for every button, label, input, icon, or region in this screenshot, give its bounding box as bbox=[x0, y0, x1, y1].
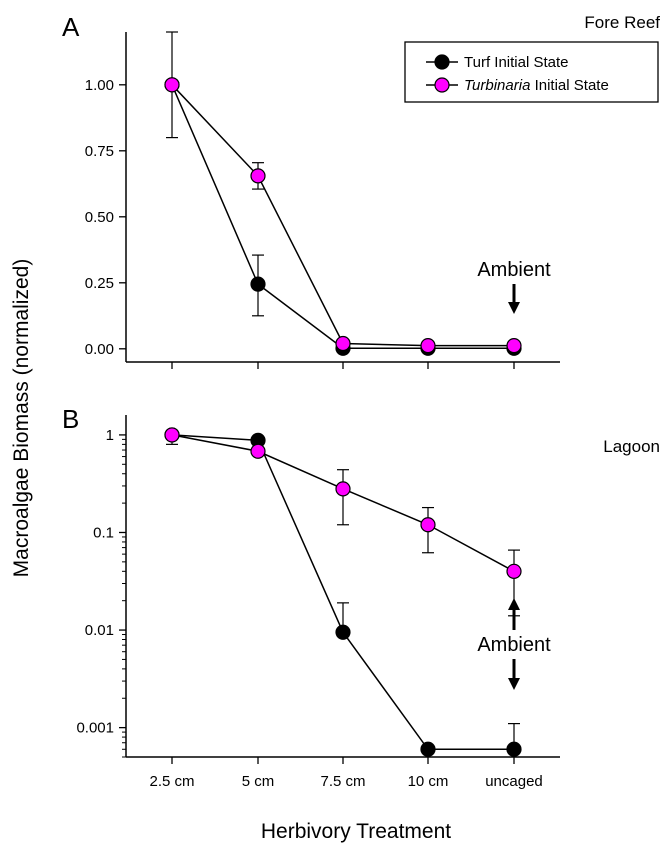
panel-a-y-tick-label: 0.50 bbox=[85, 209, 114, 226]
panel-b-annotation-arrowhead-down bbox=[508, 678, 520, 690]
panel-a-point-turbinaria bbox=[250, 168, 266, 184]
panel-a-plot: 0.00 0.25 0.50 0.75 1.00 Ambient bbox=[85, 31, 560, 369]
panel-a-letter: A bbox=[62, 12, 80, 42]
panel-b-point-turbinaria bbox=[250, 443, 266, 459]
legend: Turf Initial State Turbinaria Initial St… bbox=[404, 41, 659, 103]
panel-b-point-turf bbox=[335, 624, 351, 640]
panel-b-annotation-text: Ambient bbox=[477, 634, 551, 656]
panel-b: B Lagoon 0.001 0.01 0.1 1 2.5 cm 5 cm 7.5 cm 10… bbox=[62, 404, 660, 790]
panel-a-y-tick-label: 0.00 bbox=[85, 341, 114, 358]
panel-b-y-tick-label: 0.1 bbox=[93, 524, 114, 541]
panel-a-title: Fore Reef bbox=[584, 13, 660, 32]
legend-box bbox=[404, 41, 659, 103]
panel-a-point-turbinaria bbox=[506, 338, 522, 354]
panel-a-annotation-arrowhead bbox=[508, 302, 520, 314]
panel-b-x-tick-label: 10 cm bbox=[408, 773, 449, 790]
panel-a-point-turf bbox=[250, 276, 266, 292]
panel-a-annotation-text: Ambient bbox=[477, 259, 551, 281]
panel-a-point-turbinaria bbox=[335, 335, 351, 352]
panel-a: A Fore Reef 0.000.250.500.751.00Ambient … bbox=[62, 12, 660, 369]
panel-a-y-tick-label: 0.25 bbox=[85, 275, 114, 292]
panel-b-letter: B bbox=[62, 404, 79, 434]
panel-b-x-tick-label: uncaged bbox=[485, 773, 543, 790]
panel-b-point-turf bbox=[420, 741, 436, 757]
panel-a-line-turbinaria bbox=[171, 84, 514, 347]
panel-a-y-tick-label: 0.75 bbox=[85, 143, 114, 160]
legend-marker-turf bbox=[434, 54, 450, 70]
y-axis-title: Macroalgae Biomass (normalized) bbox=[10, 259, 33, 578]
panel-b-point-turbinaria bbox=[335, 481, 351, 497]
panel-b-point-turf bbox=[506, 741, 522, 757]
panel-a-y-tick-label: 1.00 bbox=[85, 77, 114, 94]
panel-b-point-turbinaria bbox=[164, 427, 180, 443]
panel-b-x-tick-label: 5 cm bbox=[242, 773, 275, 790]
panel-b-y-tick-label: 0.01 bbox=[85, 622, 114, 639]
panel-b-y-tick-label: 0.001 bbox=[76, 720, 114, 737]
legend-label-turbinaria: Turbinaria Initial State bbox=[464, 77, 609, 94]
panel-b-y-tick-label: 1 bbox=[106, 427, 114, 444]
panel-b-x-tick-label: 2.5 cm bbox=[149, 773, 194, 790]
legend-marker-turbinaria bbox=[434, 77, 450, 93]
panel-b-point-turbinaria bbox=[506, 563, 522, 579]
panel-b-point-turbinaria bbox=[420, 517, 436, 533]
panel-a-point-turbinaria bbox=[164, 77, 180, 93]
legend-label-turf: Turf Initial State bbox=[464, 54, 569, 71]
panel-b-title: Lagoon bbox=[603, 437, 660, 456]
panel-a-line-turf bbox=[171, 84, 514, 350]
panel-b-plot: 0.001 0.01 0.1 1 2.5 cm 5 cm 7.5 cm 10 cm uncage… bbox=[76, 415, 560, 790]
panel-b-annotation-arrowhead-up bbox=[508, 598, 520, 610]
x-axis-title: Herbivory Treatment bbox=[261, 820, 451, 843]
panel-b-x-tick-label: 7.5 cm bbox=[320, 773, 365, 790]
panel-a-point-turbinaria bbox=[420, 338, 436, 354]
